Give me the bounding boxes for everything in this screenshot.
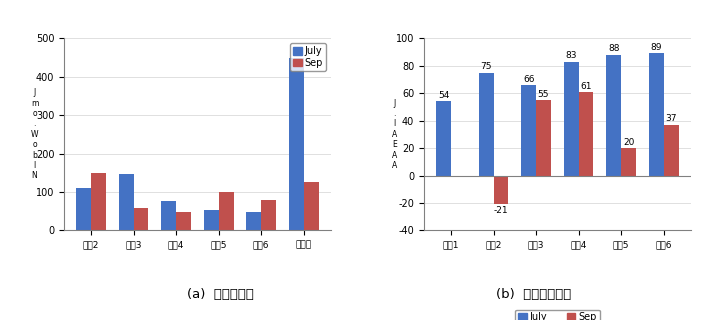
Bar [219, 192, 234, 230]
Bar [134, 208, 149, 230]
Bar [204, 210, 219, 230]
Bar [606, 55, 621, 176]
Bar [621, 148, 636, 176]
Text: (b)  잊초방제효율: (b) 잊초방제효율 [496, 288, 572, 301]
Bar [119, 173, 134, 230]
Bar [91, 173, 106, 230]
Bar [304, 182, 318, 230]
Bar [564, 62, 579, 176]
Bar [493, 176, 508, 204]
Text: 75: 75 [481, 62, 492, 71]
Legend: July, Sep: July, Sep [515, 309, 600, 320]
Bar [246, 212, 261, 230]
Bar [76, 188, 91, 230]
Y-axis label: J
.
I
A
E
A
A: J . I A E A A [392, 99, 397, 170]
Text: -21: -21 [493, 206, 508, 215]
Bar [478, 73, 493, 176]
Text: 55: 55 [538, 90, 549, 99]
Bar [261, 200, 276, 230]
Bar [176, 212, 191, 230]
Text: (a)  잊초발생량: (a) 잊초발생량 [187, 288, 254, 301]
Y-axis label: J
m
o
.
W
o
b
I
N: J m o . W o b I N [31, 88, 38, 180]
Text: 37: 37 [665, 115, 677, 124]
Text: 89: 89 [651, 43, 662, 52]
Bar [536, 100, 551, 176]
Text: 88: 88 [608, 44, 619, 53]
Bar [289, 58, 304, 230]
Bar [436, 101, 451, 176]
Bar [649, 53, 664, 176]
Text: 20: 20 [623, 138, 634, 147]
Bar [521, 85, 536, 176]
Text: 61: 61 [580, 82, 592, 91]
Bar [579, 92, 594, 176]
Text: 66: 66 [523, 75, 535, 84]
Text: 54: 54 [438, 91, 449, 100]
Legend: July, Sep: July, Sep [290, 43, 326, 70]
Text: 83: 83 [565, 51, 577, 60]
Bar [664, 125, 679, 176]
Bar [161, 201, 176, 230]
